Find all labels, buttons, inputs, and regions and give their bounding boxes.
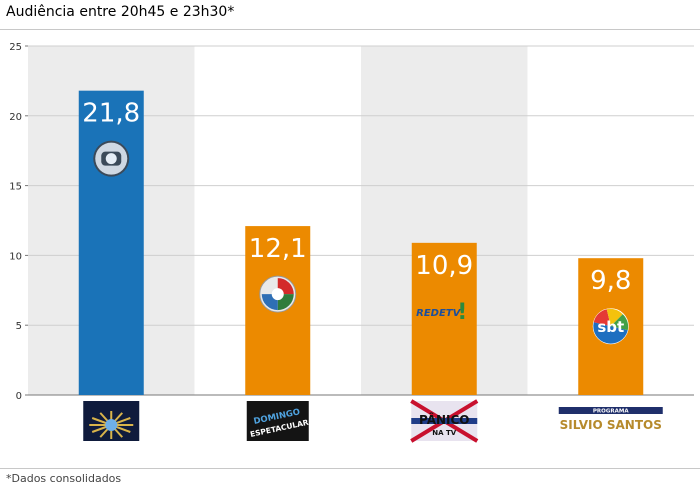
sbt-blue	[593, 322, 628, 344]
y-tick-label: 20	[9, 112, 22, 123]
fantastico-logo-icon	[83, 401, 140, 441]
y-tick-label: 25	[9, 42, 22, 53]
chart-title: Audiência entre 20h45 e 23h30*	[6, 4, 235, 20]
globo-inner	[105, 153, 117, 165]
redetv-logo-icon: REDETV!	[416, 300, 467, 325]
sbt-wordmark: sbt	[597, 318, 624, 336]
bar-value-label: 10,9	[415, 251, 473, 281]
bar-value-label: 21,8	[82, 99, 140, 129]
bar-value-label: 12,1	[249, 234, 307, 264]
y-tick-label: 10	[9, 251, 22, 262]
record-center	[271, 288, 284, 301]
y-tick-label: 15	[9, 182, 22, 193]
y-tick-label: 0	[16, 391, 22, 402]
silvio-top-band	[558, 407, 663, 414]
silvio-santos-word: SILVIO SANTOS	[560, 418, 662, 432]
sbt-yellow	[606, 308, 623, 327]
na-tv-word: NA TV	[432, 429, 456, 437]
bar	[411, 242, 477, 395]
y-tick-label: 5	[16, 321, 22, 332]
programa-word: PROGRAMA	[593, 409, 629, 415]
record-logo-icon	[259, 275, 297, 313]
sbt-green	[610, 314, 629, 331]
panico-word: PÂNICO	[419, 412, 470, 427]
sbt-logo-icon: sbt	[592, 308, 629, 345]
bar	[78, 90, 144, 395]
sbt-red	[593, 309, 611, 327]
panico-flag-band	[411, 418, 478, 424]
title-divider	[0, 29, 700, 30]
fantastico-core	[105, 419, 118, 431]
redetv-wordmark: REDETV	[416, 308, 461, 319]
panico-na-tv-logo-icon: PÂNICO NA TV	[410, 399, 479, 443]
bar-value-label: 9,8	[590, 266, 631, 296]
footnote: *Dados consolidados	[6, 472, 122, 485]
redetv-exclamation: !	[457, 300, 467, 325]
programa-silvio-santos-logo-icon: PROGRAMA SILVIO SANTOS	[556, 407, 665, 435]
domingo-bg	[246, 401, 309, 441]
globo-logo-icon	[93, 140, 130, 177]
footer-divider	[0, 468, 700, 469]
